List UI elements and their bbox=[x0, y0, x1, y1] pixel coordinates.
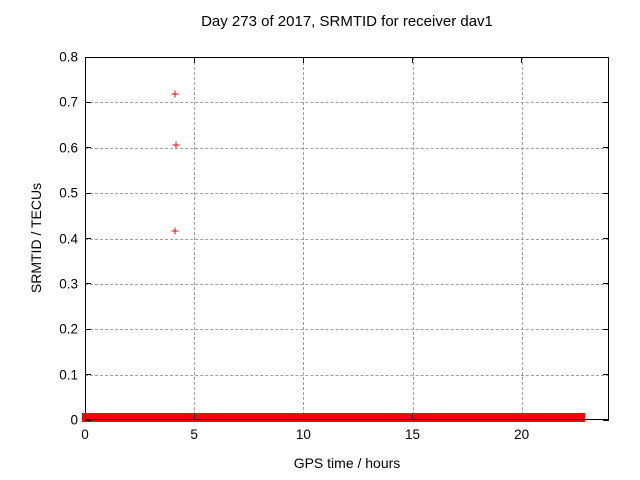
x-tick-label: 15 bbox=[404, 427, 421, 442]
y-gridline bbox=[85, 283, 609, 285]
x-gridline bbox=[412, 57, 414, 420]
y-tick-mark-left bbox=[85, 101, 91, 103]
y-tick-mark-left bbox=[85, 328, 91, 330]
data-point-marker bbox=[170, 226, 179, 235]
y-tick-mark-left bbox=[85, 147, 91, 149]
x-tick-label: 20 bbox=[514, 427, 530, 442]
y-gridline bbox=[85, 329, 609, 331]
y-gridline bbox=[85, 102, 609, 104]
y-tick-mark-right bbox=[603, 101, 609, 103]
y-tick-mark-right bbox=[603, 56, 609, 58]
x-tick-mark-bottom bbox=[521, 414, 523, 420]
x-tick-mark-bottom bbox=[193, 414, 195, 420]
x-tick-label: 10 bbox=[295, 427, 311, 442]
y-tick-mark-left bbox=[85, 56, 91, 58]
x-tick-mark-bottom bbox=[302, 414, 304, 420]
series-baseline-band bbox=[82, 413, 585, 422]
marker-vertical-stroke bbox=[175, 141, 177, 149]
y-gridline bbox=[85, 193, 609, 195]
x-tick-label: 5 bbox=[190, 427, 198, 442]
y-gridline bbox=[85, 238, 609, 240]
x-axis-label: GPS time / hours bbox=[293, 455, 401, 471]
y-tick-mark-right bbox=[603, 283, 609, 285]
y-tick-label: 0.5 bbox=[59, 185, 78, 201]
x-tick-mark-bottom bbox=[412, 414, 413, 420]
y-tick-mark-left bbox=[85, 374, 91, 376]
x-tick-label: 0 bbox=[81, 427, 89, 442]
data-point-marker bbox=[170, 89, 179, 98]
y-tick-label: 0.2 bbox=[59, 321, 78, 337]
x-tick-mark-bottom bbox=[84, 414, 86, 420]
y-tick-label: 0.6 bbox=[59, 140, 78, 156]
y-tick-label: 0.1 bbox=[59, 367, 78, 383]
data-point-marker bbox=[171, 141, 180, 150]
marker-vertical-stroke bbox=[174, 227, 176, 235]
y-tick-label: 0.3 bbox=[59, 276, 78, 292]
y-tick-mark-right bbox=[603, 238, 609, 239]
plot-area: 0 0.1 0.2 0.3 0.4 0.5 0.6 0.7 0.8 0 5 10 15 20 bbox=[59, 50, 609, 442]
x-tick-mark-top bbox=[193, 57, 195, 63]
y-tick-mark-left bbox=[85, 419, 91, 421]
marker-vertical-stroke bbox=[174, 90, 176, 98]
x-tick-mark-top bbox=[84, 57, 86, 63]
y-gridline bbox=[85, 147, 609, 149]
y-tick-label: 0.8 bbox=[59, 49, 78, 65]
x-gridline bbox=[521, 57, 523, 420]
y-tick-mark-right bbox=[603, 374, 609, 376]
x-tick-mark-top bbox=[521, 57, 523, 63]
x-gridline bbox=[303, 57, 305, 420]
y-tick-mark-right bbox=[603, 419, 609, 421]
y-tick-mark-left bbox=[85, 283, 91, 285]
y-tick-label: 0.7 bbox=[59, 94, 78, 110]
x-gridline bbox=[194, 57, 196, 420]
y-tick-mark-right bbox=[603, 147, 609, 149]
y-tick-mark-left bbox=[85, 192, 91, 194]
y-tick-label: 0.4 bbox=[59, 231, 78, 246]
y-gridline bbox=[85, 374, 609, 376]
y-tick-label: 0 bbox=[70, 412, 78, 428]
x-tick-mark-top bbox=[412, 57, 413, 63]
x-tick-mark-top bbox=[302, 57, 304, 63]
chart-title: Day 273 of 2017, SRMTID for receiver dav… bbox=[201, 13, 493, 30]
y-tick-mark-left bbox=[85, 238, 91, 239]
y-tick-mark-right bbox=[603, 328, 609, 330]
y-tick-mark-right bbox=[603, 192, 609, 194]
